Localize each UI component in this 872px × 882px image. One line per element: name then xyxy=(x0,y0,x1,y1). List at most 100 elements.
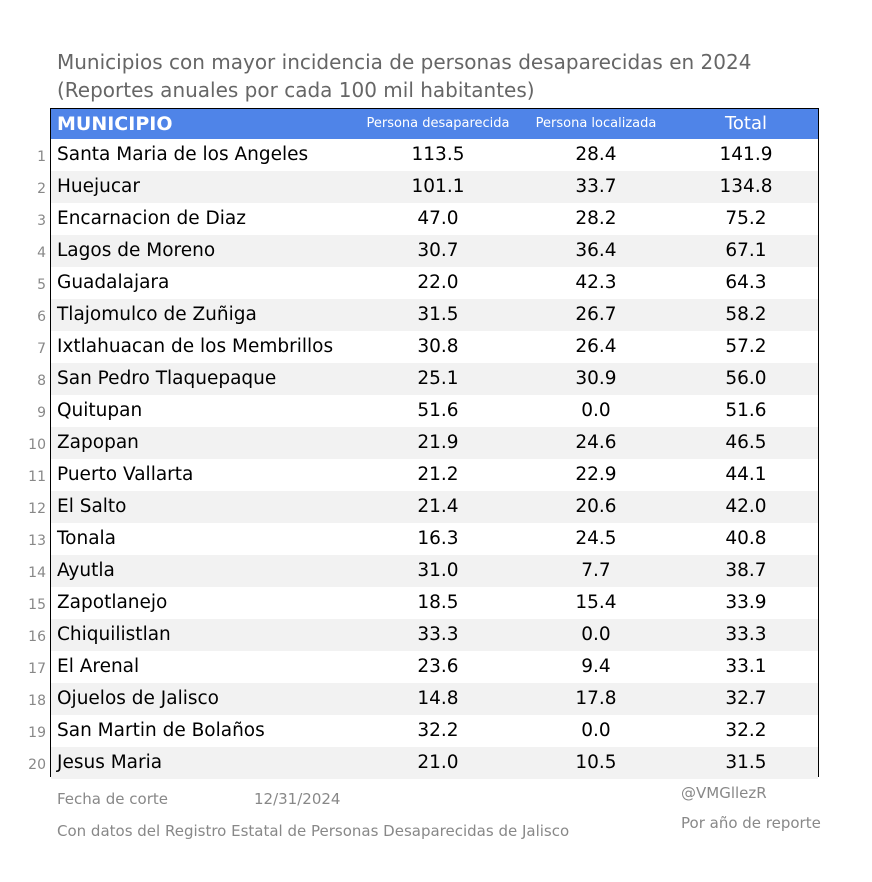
cell-municipio: El Salto xyxy=(57,496,127,517)
row-rank: 1 xyxy=(37,149,46,165)
table-row: Tonala 16.3 24.5 40.8 xyxy=(51,523,818,555)
cell-localizada: 36.4 xyxy=(575,240,617,261)
cell-total: 141.9 xyxy=(719,144,773,165)
cell-total: 134.8 xyxy=(719,176,773,197)
cell-total: 67.1 xyxy=(725,240,767,261)
table-row: San Martin de Bolaños 32.2 0.0 32.2 xyxy=(51,715,818,747)
cell-desaparecida: 16.3 xyxy=(417,528,459,549)
cell-total: 51.6 xyxy=(725,400,767,421)
cell-municipio: Jesus Maria xyxy=(57,752,163,773)
row-rank: 19 xyxy=(28,725,46,741)
table-row: Lagos de Moreno 30.7 36.4 67.1 xyxy=(51,235,818,267)
cell-total: 31.5 xyxy=(725,752,767,773)
header-localizada: Persona localizada xyxy=(535,116,657,131)
cell-desaparecida: 22.0 xyxy=(417,272,459,293)
cell-localizada: 20.6 xyxy=(575,496,617,517)
cell-localizada: 28.2 xyxy=(575,208,617,229)
cell-localizada: 30.9 xyxy=(575,368,617,389)
cell-localizada: 22.9 xyxy=(575,464,617,485)
row-rank: 20 xyxy=(28,757,46,773)
table-row: Zapotlanejo 18.5 15.4 33.9 xyxy=(51,587,818,619)
table-row: Jesus Maria 21.0 10.5 31.5 xyxy=(51,747,818,779)
cell-total: 38.7 xyxy=(725,560,767,581)
table-row: Ixtlahuacan de los Membrillos 30.8 26.4 57.… xyxy=(51,331,818,363)
cell-municipio: Ojuelos de Jalisco xyxy=(57,688,219,709)
cell-desaparecida: 18.5 xyxy=(417,592,459,613)
cell-desaparecida: 21.2 xyxy=(417,464,459,485)
row-rank: 9 xyxy=(37,405,46,421)
cell-desaparecida: 51.6 xyxy=(417,400,459,421)
cell-total: 57.2 xyxy=(725,336,767,357)
cell-localizada: 0.0 xyxy=(581,624,611,645)
cell-municipio: Zapopan xyxy=(57,432,139,453)
cell-localizada: 24.6 xyxy=(575,432,617,453)
cell-municipio: Tlajomulco de Zuñiga xyxy=(57,304,257,325)
table-row: Encarnacion de Diaz 47.0 28.2 75.2 xyxy=(51,203,818,235)
cell-localizada: 33.7 xyxy=(575,176,617,197)
cell-desaparecida: 113.5 xyxy=(411,144,465,165)
cell-total: 32.7 xyxy=(725,688,767,709)
row-rank: 5 xyxy=(37,277,46,293)
cell-localizada: 0.0 xyxy=(581,400,611,421)
table-row: Tlajomulco de Zuñiga 31.5 26.7 58.2 xyxy=(51,299,818,331)
cell-desaparecida: 32.2 xyxy=(417,720,459,741)
title-line-2: (Reportes anuales por cada 100 mil habit… xyxy=(57,78,535,102)
table-row: Guadalajara 22.0 42.3 64.3 xyxy=(51,267,818,299)
table-row: Ayutla 31.0 7.7 38.7 xyxy=(51,555,818,587)
row-rank: 8 xyxy=(37,373,46,389)
cell-municipio: Santa Maria de los Angeles xyxy=(57,144,309,165)
cell-desaparecida: 21.4 xyxy=(417,496,459,517)
cell-municipio: El Arenal xyxy=(57,656,140,677)
source-note: Con datos del Registro Estatal de Person… xyxy=(57,822,570,840)
cell-municipio: Chiquilistlan xyxy=(57,624,171,645)
header-total: Total xyxy=(724,113,768,134)
cell-localizada: 26.4 xyxy=(575,336,617,357)
cutoff-date: 12/31/2024 xyxy=(254,790,341,808)
cutoff-label: Fecha de corte xyxy=(57,790,168,808)
row-rank: 3 xyxy=(37,213,46,229)
table-row: El Arenal 23.6 9.4 33.1 xyxy=(51,651,818,683)
cell-municipio: Tonala xyxy=(57,528,117,549)
row-rank: 15 xyxy=(28,597,46,613)
cell-total: 33.3 xyxy=(725,624,767,645)
cell-localizada: 26.7 xyxy=(575,304,617,325)
cell-municipio: Quitupan xyxy=(57,400,143,421)
table-row: Chiquilistlan 33.3 0.0 33.3 xyxy=(51,619,818,651)
chart-title: Municipios con mayor incidencia de perso… xyxy=(57,48,857,104)
cell-desaparecida: 25.1 xyxy=(417,368,459,389)
cell-desaparecida: 14.8 xyxy=(417,688,459,709)
cell-desaparecida: 47.0 xyxy=(417,208,459,229)
cell-localizada: 15.4 xyxy=(575,592,617,613)
header-desaparecida: Persona desaparecida xyxy=(366,116,510,131)
cell-desaparecida: 31.5 xyxy=(417,304,459,325)
cell-localizada: 17.8 xyxy=(575,688,617,709)
row-rank: 2 xyxy=(37,181,46,197)
cell-localizada: 0.0 xyxy=(581,720,611,741)
row-rank: 4 xyxy=(37,245,46,261)
cell-total: 33.9 xyxy=(725,592,767,613)
cell-localizada: 42.3 xyxy=(575,272,617,293)
report-note: Por año de reporte xyxy=(681,814,821,832)
table-row: Quitupan 51.6 0.0 51.6 xyxy=(51,395,818,427)
cell-desaparecida: 21.9 xyxy=(417,432,459,453)
row-rank: 17 xyxy=(28,661,46,677)
row-rank: 11 xyxy=(28,469,46,485)
cell-total: 46.5 xyxy=(725,432,767,453)
data-table: MUNICIPIO Persona desaparecida Persona l… xyxy=(50,108,819,779)
author-handle: @VMGllezR xyxy=(681,784,767,802)
table-row: Ojuelos de Jalisco 14.8 17.8 32.7 xyxy=(51,683,818,715)
cell-municipio: Ayutla xyxy=(57,560,115,581)
cell-desaparecida: 23.6 xyxy=(417,656,459,677)
header-municipio: MUNICIPIO xyxy=(57,113,173,135)
table-row: Zapopan 21.9 24.6 46.5 xyxy=(51,427,818,459)
row-rank: 16 xyxy=(28,629,46,645)
cell-total: 64.3 xyxy=(725,272,767,293)
cell-total: 75.2 xyxy=(725,208,767,229)
cell-localizada: 10.5 xyxy=(575,752,617,773)
cell-municipio: Guadalajara xyxy=(57,272,170,293)
cell-desaparecida: 30.8 xyxy=(417,336,459,357)
cell-desaparecida: 33.3 xyxy=(417,624,459,645)
cell-localizada: 24.5 xyxy=(575,528,617,549)
cell-municipio: Ixtlahuacan de los Membrillos xyxy=(57,336,334,357)
cell-total: 44.1 xyxy=(725,464,767,485)
